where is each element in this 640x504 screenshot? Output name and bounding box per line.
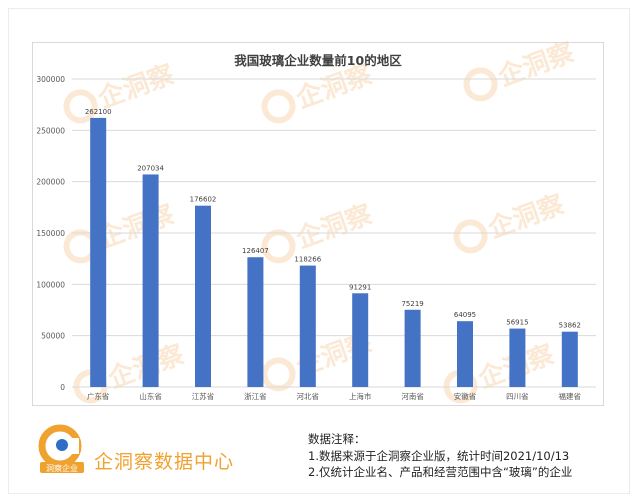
watermark-text: 企洞察 [94,58,179,114]
x-tick-label: 河南省 [401,391,424,401]
x-tick-label: 河北省 [297,391,320,401]
bar [195,205,211,387]
x-tick-label: 上海市 [349,391,372,401]
bar [457,321,473,387]
page-frame [8,8,630,494]
watermark: 企洞察 [463,36,579,102]
x-tick-label: 四川省 [506,391,529,401]
data-label: 75219 [401,300,423,308]
watermark-text: 企洞察 [94,198,179,254]
x-tick-label: 浙江省 [244,391,267,401]
data-label: 91291 [349,283,371,291]
watermark: 企洞察 [453,188,569,254]
brand-logo-icon: 洞察企业 [38,424,84,473]
watermark-text: 企洞察 [292,198,377,254]
x-tick-label: 广东省 [87,391,110,401]
watermark-text: 企洞察 [494,36,579,92]
bar [247,257,264,387]
bar [561,331,578,387]
y-tick-label: 150000 [36,229,65,238]
y-tick-label: 0 [60,383,65,392]
y-tick-label: 200000 [36,178,65,187]
y-tick-label: 300000 [36,75,65,84]
chart-panel [32,42,604,406]
y-tick-label: 250000 [36,126,65,135]
brand-name: 企洞察数据中心 [94,451,235,473]
watermark-logo-icon [261,89,296,124]
notes-line-1: 1.数据来源于企洞察企业版，统计时间2021/10/13 [308,448,570,463]
bar [90,117,107,387]
watermark-logo-icon [63,89,98,124]
bar [352,293,369,387]
data-label: 126407 [242,247,269,255]
watermark: 企洞察 [63,198,179,264]
y-tick-label: 50000 [41,332,65,341]
data-label: 176602 [190,196,217,204]
bar [509,328,526,387]
watermark: 企洞察 [63,58,179,124]
bar [142,174,159,387]
notes-heading: 数据注释： [308,432,366,446]
logo-text: 洞察企业 [46,463,78,473]
x-tick-label: 安徽省 [454,391,477,401]
y-tick-label: 100000 [36,280,65,289]
watermark-text: 企洞察 [484,188,569,244]
data-label: 207034 [137,164,164,172]
x-tick-label: 福建省 [559,391,582,401]
data-label: 118266 [294,256,321,264]
watermark-text: 企洞察 [292,58,377,114]
watermark-logo-icon [443,369,478,404]
notes-line-2: 2.仅统计企业名、产品和经营范围中含“玻璃”的企业 [308,465,573,479]
data-label: 64095 [454,311,476,319]
watermark: 企洞察 [261,58,377,124]
data-label: 56915 [506,319,528,327]
data-label: 53862 [559,322,581,330]
bar [299,265,316,387]
data-notes: 数据注释： 1.数据来源于企洞察企业版，统计时间2021/10/13 2.仅统计… [308,431,572,481]
watermark-logo-icon [261,357,296,392]
watermark-logo-icon [463,67,498,102]
watermark-logo-icon [453,219,488,254]
bar [404,309,421,387]
chart-title: 我国玻璃企业数量前10的地区 [234,53,402,68]
data-label: 262100 [85,108,112,116]
x-tick-label: 山东省 [139,391,162,401]
x-tick-label: 江苏省 [192,391,215,401]
